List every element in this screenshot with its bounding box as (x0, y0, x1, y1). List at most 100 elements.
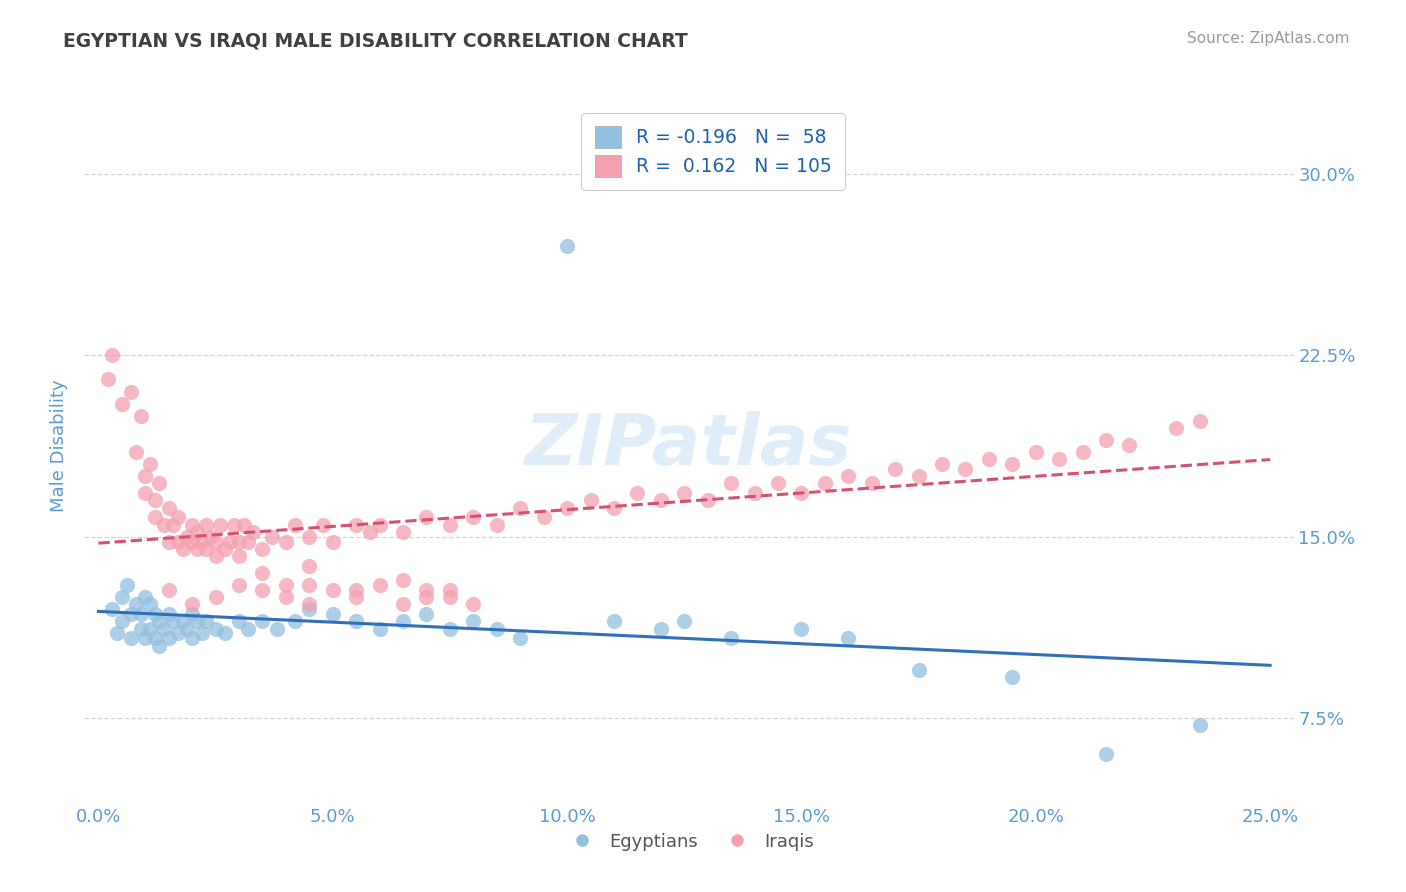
Point (105, 626, 128, 640)
Point (650, 622, 672, 636)
Point (392, 574, 415, 588)
Point (392, 598, 415, 612)
Point (555, 239, 578, 253)
Point (274, 578, 297, 592)
Point (134, 632, 156, 646)
Point (162, 517, 184, 532)
Point (148, 476, 170, 491)
Point (143, 493, 166, 508)
Point (232, 517, 254, 532)
Point (1001, 670, 1024, 684)
Point (252, 615, 274, 629)
Point (214, 541, 236, 556)
Point (167, 510, 190, 524)
Point (603, 500, 626, 515)
Point (129, 622, 152, 636)
Point (931, 457, 953, 471)
Point (1095, 433, 1118, 447)
Point (181, 517, 204, 532)
Point (157, 534, 180, 549)
Point (153, 517, 176, 532)
Point (814, 476, 837, 491)
Point (148, 639, 170, 653)
Point (134, 469, 156, 483)
Point (463, 598, 485, 612)
Point (439, 622, 461, 636)
Point (555, 500, 578, 515)
Point (120, 632, 142, 646)
Point (157, 500, 180, 515)
Point (186, 615, 208, 629)
Point (242, 524, 264, 539)
Point (673, 615, 696, 629)
Point (509, 500, 531, 515)
Point (111, 397, 134, 411)
Point (172, 615, 194, 629)
Point (322, 582, 344, 597)
Point (125, 598, 148, 612)
Point (153, 622, 176, 636)
Point (134, 590, 156, 604)
Point (790, 486, 813, 500)
Point (1047, 452, 1070, 467)
Point (129, 607, 152, 621)
Point (204, 534, 226, 549)
Point (1118, 438, 1140, 452)
Point (186, 541, 208, 556)
Point (274, 534, 297, 549)
Point (368, 578, 391, 592)
Point (209, 517, 232, 532)
Point (720, 476, 742, 491)
Point (284, 615, 307, 629)
Point (977, 452, 1000, 467)
Point (97, 372, 120, 386)
Point (125, 445, 148, 459)
Point (120, 607, 142, 621)
Point (266, 622, 288, 636)
Point (101, 602, 124, 616)
Point (463, 510, 485, 524)
Point (214, 626, 236, 640)
Point (186, 524, 208, 539)
Point (115, 578, 138, 592)
Point (157, 582, 180, 597)
Point (228, 534, 250, 549)
Point (415, 590, 437, 604)
Point (139, 457, 162, 471)
Point (312, 517, 335, 532)
Point (228, 578, 250, 592)
Point (884, 462, 907, 476)
Legend: Egyptians, Iraqis: Egyptians, Iraqis (557, 826, 821, 858)
Point (167, 534, 190, 549)
Point (344, 590, 367, 604)
Point (603, 615, 626, 629)
Point (860, 476, 883, 491)
Point (533, 510, 555, 524)
Point (907, 469, 929, 483)
Point (415, 582, 437, 597)
Point (673, 486, 696, 500)
Point (129, 409, 152, 423)
Point (228, 549, 250, 563)
Point (720, 632, 742, 646)
Point (626, 486, 648, 500)
Point (274, 590, 297, 604)
Point (415, 510, 437, 524)
Point (195, 615, 218, 629)
Point (439, 582, 461, 597)
Point (392, 524, 415, 539)
Point (101, 348, 124, 362)
Point (238, 622, 260, 636)
Point (322, 607, 344, 621)
Point (252, 582, 274, 597)
Point (190, 534, 212, 549)
Point (368, 517, 391, 532)
Point (1025, 445, 1047, 459)
Point (392, 615, 415, 629)
Point (252, 541, 274, 556)
Point (766, 476, 789, 491)
Point (148, 615, 170, 629)
Point (176, 622, 198, 636)
Point (696, 493, 718, 508)
Point (1095, 747, 1118, 762)
